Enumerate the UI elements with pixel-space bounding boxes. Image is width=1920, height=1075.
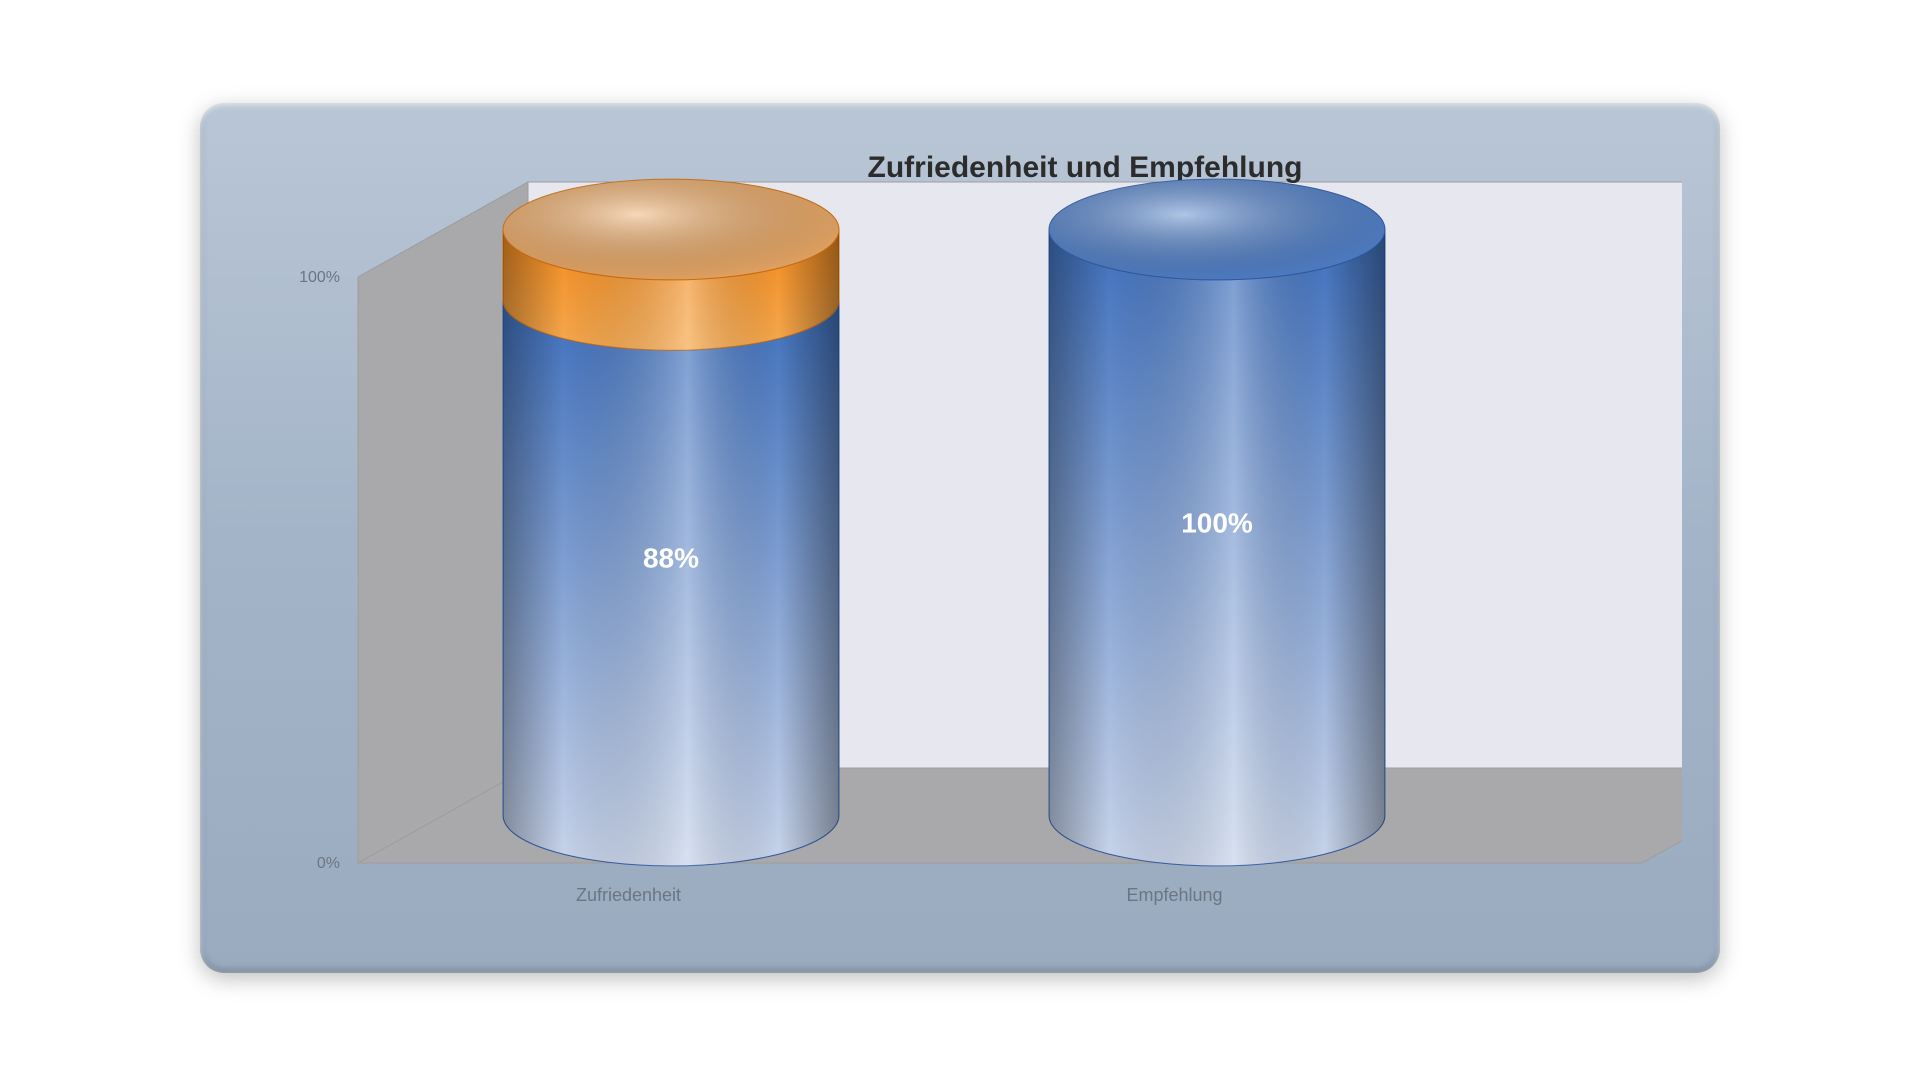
cylinder-segment-shine — [503, 299, 839, 865]
cylinder-cap-shine — [1049, 179, 1385, 280]
cylinder-segment-shine — [1049, 229, 1385, 865]
chart-frame: Zufriedenheit und Empfehlung0%100%88%Zuf… — [200, 103, 1720, 973]
category-label: Empfehlung — [1126, 885, 1222, 905]
y-tick-label: 100% — [299, 269, 340, 286]
category-label: Zufriedenheit — [576, 885, 681, 905]
cylinder-cap-shine — [503, 179, 839, 280]
y-tick-label: 0% — [317, 855, 340, 872]
chart-svg: Zufriedenheit und Empfehlung0%100%88%Zuf… — [238, 137, 1682, 933]
data-label: 88% — [643, 542, 699, 573]
chart-plot-3d: Zufriedenheit und Empfehlung0%100%88%Zuf… — [238, 137, 1682, 933]
data-label: 100% — [1181, 507, 1253, 538]
